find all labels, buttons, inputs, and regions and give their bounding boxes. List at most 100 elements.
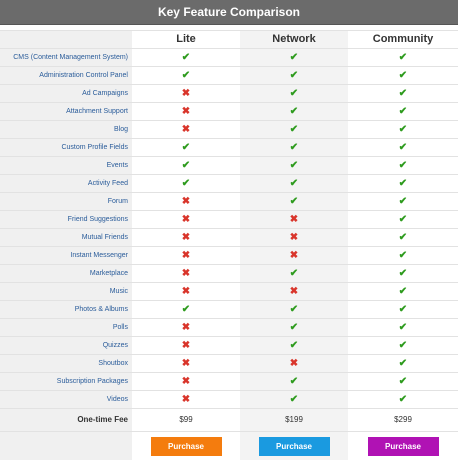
feature-label: Activity Feed xyxy=(0,175,132,193)
feature-label: Mutual Friends xyxy=(0,229,132,247)
check-icon: ✔ xyxy=(290,124,298,135)
feature-row: Custom Profile Fields✔✔✔ xyxy=(0,139,458,157)
feature-label: Ad Campaigns xyxy=(0,85,132,103)
check-icon: ✔ xyxy=(399,232,407,243)
check-icon: ✔ xyxy=(399,358,407,369)
feature-label: Subscription Packages xyxy=(0,373,132,391)
feature-row: Quizzes✖✔✔ xyxy=(0,337,458,355)
feature-cell-community: ✔ xyxy=(348,175,458,193)
feature-row: Music✖✖✔ xyxy=(0,283,458,301)
check-icon: ✔ xyxy=(399,286,407,297)
purchase-cell-community: Purchase xyxy=(348,432,458,460)
cross-icon: ✖ xyxy=(182,88,190,99)
check-icon: ✔ xyxy=(399,322,407,333)
feature-cell-lite: ✖ xyxy=(132,391,240,409)
feature-cell-community: ✔ xyxy=(348,337,458,355)
feature-row: Forum✖✔✔ xyxy=(0,193,458,211)
feature-cell-network: ✖ xyxy=(240,355,348,373)
fee-label: One-time Fee xyxy=(0,409,132,432)
cross-icon: ✖ xyxy=(290,358,298,369)
check-icon: ✔ xyxy=(399,250,407,261)
purchase-cell-network: Purchase xyxy=(240,432,348,460)
check-icon: ✔ xyxy=(399,304,407,315)
feature-cell-network: ✔ xyxy=(240,157,348,175)
feature-cell-community: ✔ xyxy=(348,265,458,283)
comparison-widget: Key Feature Comparison Lite Network Comm… xyxy=(0,0,458,450)
cross-icon: ✖ xyxy=(182,250,190,261)
feature-cell-lite: ✔ xyxy=(132,49,240,67)
feature-cell-community: ✔ xyxy=(348,355,458,373)
purchase-button-network[interactable]: Purchase xyxy=(259,437,330,456)
feature-cell-community: ✔ xyxy=(348,391,458,409)
feature-row: Shoutbox✖✖✔ xyxy=(0,355,458,373)
feature-cell-network: ✔ xyxy=(240,373,348,391)
feature-cell-lite: ✖ xyxy=(132,211,240,229)
check-icon: ✔ xyxy=(399,88,407,99)
feature-cell-lite: ✖ xyxy=(132,193,240,211)
feature-cell-network: ✔ xyxy=(240,103,348,121)
feature-label: Music xyxy=(0,283,132,301)
feature-cell-community: ✔ xyxy=(348,229,458,247)
feature-cell-network: ✔ xyxy=(240,49,348,67)
feature-cell-lite: ✔ xyxy=(132,139,240,157)
feature-row: Photos & Albums✔✔✔ xyxy=(0,301,458,319)
price-network: $199 xyxy=(240,409,348,432)
feature-label: Polls xyxy=(0,319,132,337)
feature-label: Custom Profile Fields xyxy=(0,139,132,157)
fee-row: One-time Fee $99 $199 $299 xyxy=(0,409,458,432)
feature-cell-network: ✔ xyxy=(240,301,348,319)
feature-row: Events✔✔✔ xyxy=(0,157,458,175)
header-corner xyxy=(0,31,132,49)
purchase-button-community[interactable]: Purchase xyxy=(368,437,439,456)
feature-cell-lite: ✔ xyxy=(132,67,240,85)
feature-cell-lite: ✖ xyxy=(132,283,240,301)
feature-cell-network: ✔ xyxy=(240,193,348,211)
feature-row: Videos✖✔✔ xyxy=(0,391,458,409)
feature-cell-lite: ✔ xyxy=(132,301,240,319)
check-icon: ✔ xyxy=(290,142,298,153)
cross-icon: ✖ xyxy=(182,106,190,117)
check-icon: ✔ xyxy=(182,52,190,63)
check-icon: ✔ xyxy=(182,70,190,81)
feature-cell-lite: ✖ xyxy=(132,319,240,337)
feature-row: Marketplace✖✔✔ xyxy=(0,265,458,283)
feature-cell-community: ✔ xyxy=(348,247,458,265)
check-icon: ✔ xyxy=(399,52,407,63)
feature-row: Mutual Friends✖✖✔ xyxy=(0,229,458,247)
purchase-button-lite[interactable]: Purchase xyxy=(151,437,222,456)
check-icon: ✔ xyxy=(290,160,298,171)
cross-icon: ✖ xyxy=(290,232,298,243)
cross-icon: ✖ xyxy=(182,322,190,333)
feature-row: Friend Suggestions✖✖✔ xyxy=(0,211,458,229)
cross-icon: ✖ xyxy=(182,340,190,351)
plan-header-network: Network xyxy=(240,31,348,49)
feature-cell-network: ✖ xyxy=(240,229,348,247)
feature-cell-lite: ✖ xyxy=(132,373,240,391)
check-icon: ✔ xyxy=(290,340,298,351)
feature-cell-community: ✔ xyxy=(348,193,458,211)
feature-cell-network: ✔ xyxy=(240,67,348,85)
table-title: Key Feature Comparison xyxy=(0,0,458,25)
check-icon: ✔ xyxy=(399,268,407,279)
feature-cell-lite: ✖ xyxy=(132,121,240,139)
feature-label: Forum xyxy=(0,193,132,211)
check-icon: ✔ xyxy=(290,376,298,387)
feature-label: Blog xyxy=(0,121,132,139)
feature-label: Events xyxy=(0,157,132,175)
feature-cell-community: ✔ xyxy=(348,67,458,85)
check-icon: ✔ xyxy=(399,160,407,171)
check-icon: ✔ xyxy=(290,304,298,315)
feature-label: Attachment Support xyxy=(0,103,132,121)
feature-label: Shoutbox xyxy=(0,355,132,373)
feature-cell-lite: ✔ xyxy=(132,157,240,175)
check-icon: ✔ xyxy=(399,340,407,351)
feature-label: Administration Control Panel xyxy=(0,67,132,85)
feature-cell-network: ✖ xyxy=(240,211,348,229)
feature-cell-network: ✔ xyxy=(240,139,348,157)
purchase-cell-lite: Purchase xyxy=(132,432,240,460)
feature-cell-network: ✔ xyxy=(240,319,348,337)
feature-cell-network: ✔ xyxy=(240,337,348,355)
check-icon: ✔ xyxy=(290,322,298,333)
check-icon: ✔ xyxy=(290,394,298,405)
feature-label: Photos & Albums xyxy=(0,301,132,319)
